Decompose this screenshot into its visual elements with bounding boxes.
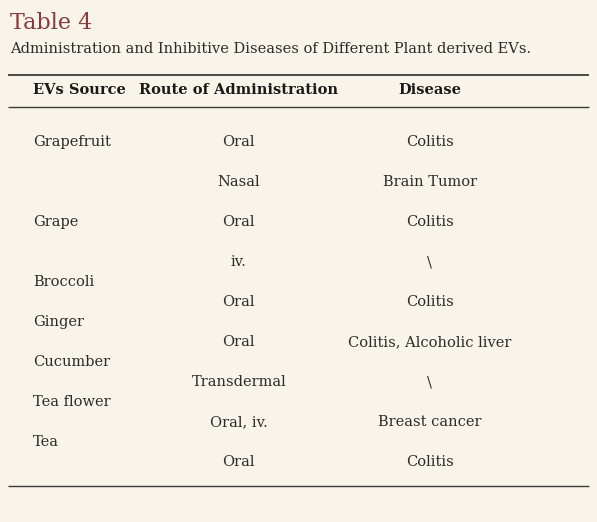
Text: EVs Source: EVs Source bbox=[33, 83, 126, 97]
Text: Broccoli: Broccoli bbox=[33, 275, 94, 289]
Text: Route of Administration: Route of Administration bbox=[139, 83, 338, 97]
Text: Cucumber: Cucumber bbox=[33, 355, 110, 369]
Text: Oral: Oral bbox=[223, 335, 255, 349]
Text: Ginger: Ginger bbox=[33, 315, 84, 329]
Text: Colitis: Colitis bbox=[406, 455, 454, 469]
Text: Breast cancer: Breast cancer bbox=[378, 415, 482, 429]
Text: Transdermal: Transdermal bbox=[192, 375, 286, 389]
Text: Colitis: Colitis bbox=[406, 135, 454, 149]
Text: Nasal: Nasal bbox=[217, 175, 260, 189]
Text: Administration and Inhibitive Diseases of Different Plant derived EVs.: Administration and Inhibitive Diseases o… bbox=[10, 42, 531, 56]
Text: \: \ bbox=[427, 255, 432, 269]
Text: Table 4: Table 4 bbox=[10, 12, 93, 34]
Text: Grape: Grape bbox=[33, 215, 78, 229]
Text: Grapefruit: Grapefruit bbox=[33, 135, 110, 149]
Text: Brain Tumor: Brain Tumor bbox=[383, 175, 477, 189]
Text: iv.: iv. bbox=[231, 255, 247, 269]
Text: Tea: Tea bbox=[33, 435, 59, 449]
Text: Oral: Oral bbox=[223, 215, 255, 229]
Text: Disease: Disease bbox=[398, 83, 461, 97]
Text: Tea flower: Tea flower bbox=[33, 395, 110, 409]
Text: Oral: Oral bbox=[223, 135, 255, 149]
Text: \: \ bbox=[427, 375, 432, 389]
Text: Colitis, Alcoholic liver: Colitis, Alcoholic liver bbox=[348, 335, 512, 349]
Text: Oral, iv.: Oral, iv. bbox=[210, 415, 267, 429]
Text: Colitis: Colitis bbox=[406, 295, 454, 309]
Text: Oral: Oral bbox=[223, 295, 255, 309]
Text: Colitis: Colitis bbox=[406, 215, 454, 229]
Text: Oral: Oral bbox=[223, 455, 255, 469]
